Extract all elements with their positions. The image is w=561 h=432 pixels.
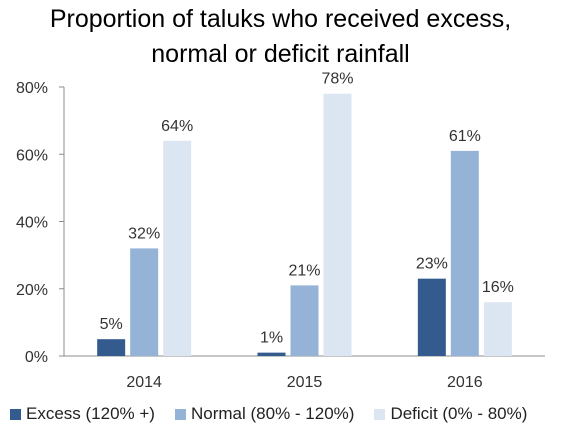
- x-tick-label: 2016: [447, 374, 483, 391]
- data-label: 64%: [161, 118, 193, 135]
- x-tick-label: 2015: [287, 374, 323, 391]
- legend-swatch-deficit: [374, 408, 386, 420]
- data-label: 16%: [482, 279, 514, 296]
- y-tick-label: 40%: [16, 215, 48, 232]
- legend: Excess (120% +) Normal (80% - 120%) Defi…: [10, 402, 555, 426]
- y-tick-label: 20%: [16, 282, 48, 299]
- legend-label-excess: Excess (120% +): [26, 404, 155, 423]
- legend-item-excess: Excess (120% +): [10, 404, 155, 424]
- data-label: 61%: [449, 128, 481, 145]
- bar: [417, 278, 446, 356]
- y-tick-label: 80%: [16, 80, 48, 97]
- y-tick-label: 0%: [25, 349, 48, 366]
- legend-swatch-excess: [10, 408, 21, 420]
- chart-title-line-1: Proportion of taluks who received excess…: [49, 5, 512, 33]
- data-label: 5%: [100, 316, 123, 333]
- x-tick-label: 2014: [126, 374, 162, 391]
- data-label: 78%: [321, 71, 353, 88]
- bar: [257, 352, 286, 356]
- data-label: 23%: [416, 256, 448, 273]
- chart-title-line-2: normal or deficit rainfall: [151, 40, 410, 68]
- chart-title: Proportion of taluks who received excess…: [0, 2, 561, 72]
- data-label: 21%: [288, 262, 320, 279]
- legend-label-deficit: Deficit (0% - 80%): [390, 404, 528, 423]
- bar: [483, 302, 512, 356]
- legend-item-deficit: Deficit (0% - 80%): [374, 404, 527, 424]
- y-tick-label: 60%: [16, 147, 48, 164]
- legend-label-normal: Normal (80% - 120%): [190, 404, 355, 423]
- data-label: 1%: [260, 330, 283, 347]
- data-label: 32%: [128, 225, 160, 242]
- legend-swatch-normal: [174, 408, 186, 420]
- bar-chart: 0% 20% 40% 60% 80% 5% 32% 64% 2014 1% 21% 78% 2015 23…: [16, 71, 545, 391]
- bar: [163, 140, 192, 356]
- bar: [130, 248, 159, 356]
- legend-item-normal: Normal (80% - 120%): [174, 404, 355, 424]
- bar: [97, 339, 126, 356]
- bar: [450, 150, 479, 356]
- bar: [290, 285, 319, 356]
- bar: [323, 93, 352, 356]
